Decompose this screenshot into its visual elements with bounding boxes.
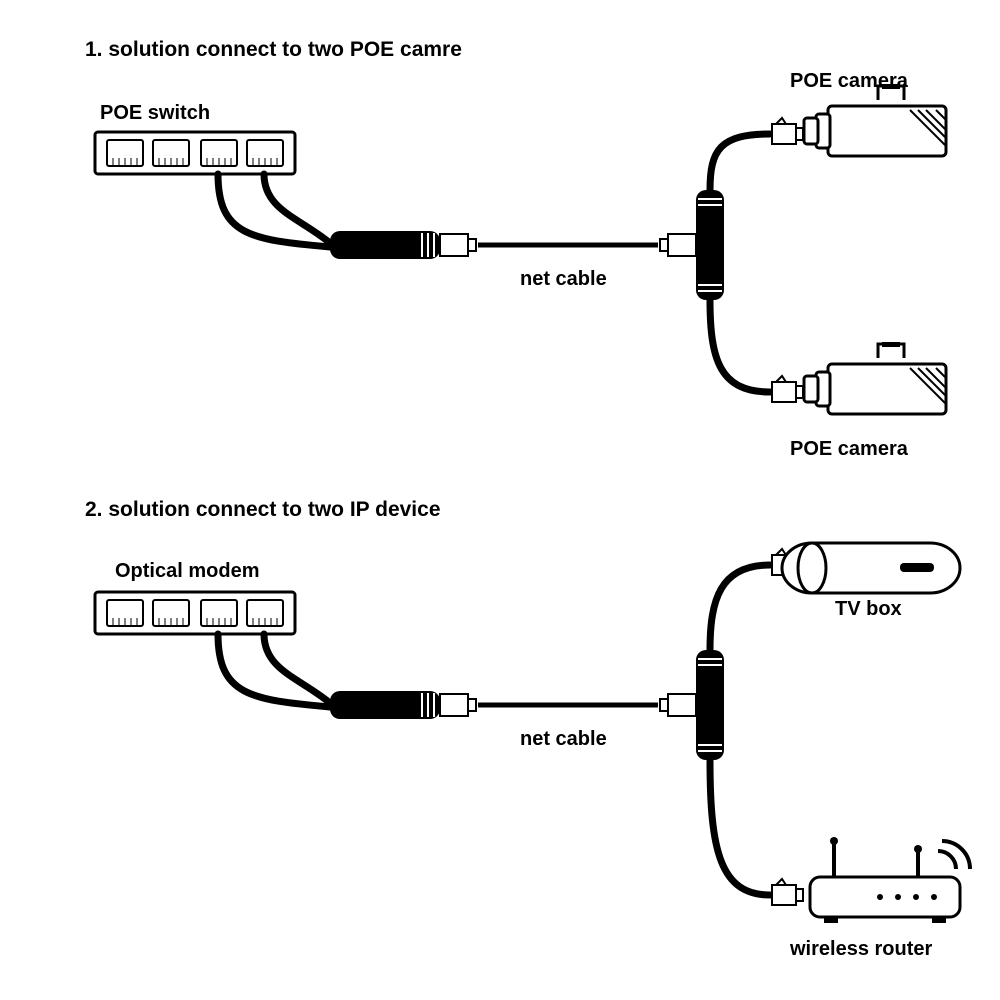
poe-combiner-icon	[330, 231, 476, 259]
switch-to-combiner-cables	[218, 174, 330, 247]
diagram-svg	[0, 0, 1000, 1000]
solution-1-graphic	[95, 84, 946, 414]
ip-combiner-icon	[330, 691, 476, 719]
poe-switch-icon	[95, 132, 295, 174]
poe-splitter-icon	[660, 190, 724, 300]
wireless-router-icon	[810, 837, 970, 923]
rj45-plug-icon	[772, 118, 803, 144]
splitter-to-tvbox-cable	[710, 565, 770, 650]
diagram-canvas: 1. solution connect to two POE camre POE…	[0, 0, 1000, 1000]
poe-camera-top-icon	[804, 84, 946, 156]
optical-modem-icon	[95, 592, 295, 634]
rj45-plug-icon	[772, 376, 803, 402]
ip-splitter-icon	[660, 650, 724, 760]
poe-camera-bottom-icon	[804, 342, 946, 414]
tv-box-icon	[782, 543, 960, 593]
splitter-to-router-cable	[710, 760, 770, 895]
rj45-plug-icon	[772, 879, 803, 905]
modem-to-combiner-cables	[218, 634, 330, 707]
solution-2-graphic	[95, 543, 970, 923]
splitter-to-top-camera-cable	[710, 134, 770, 190]
splitter-to-bottom-camera-cable	[710, 300, 770, 392]
